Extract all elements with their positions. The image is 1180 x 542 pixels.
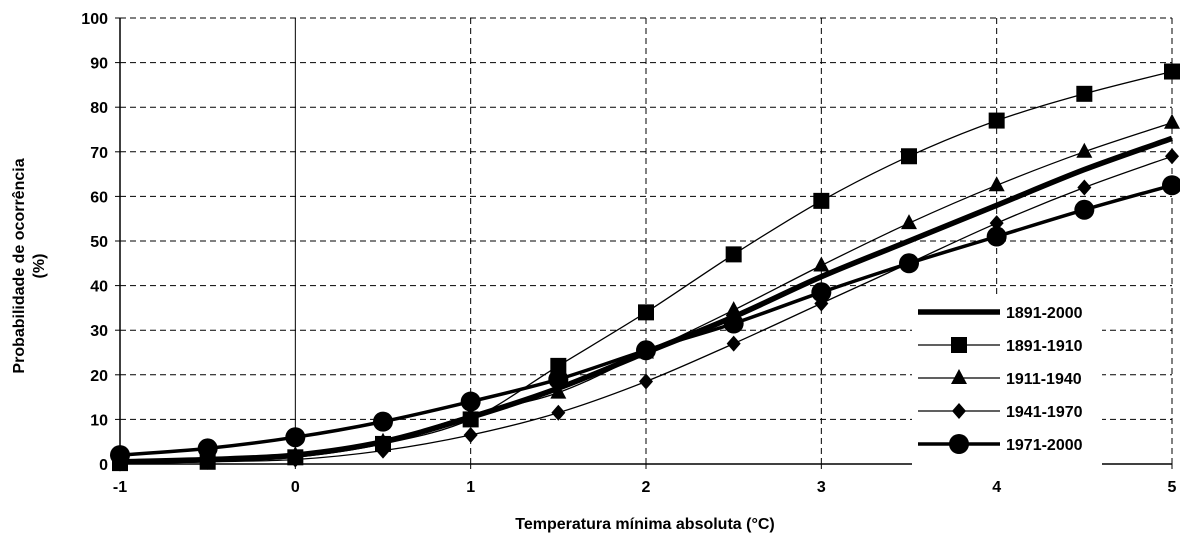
y-tick-label: 100 [81, 11, 108, 28]
data-point-1941-1970-11 [1077, 179, 1092, 196]
legend-marker-1911-1940 [951, 369, 967, 384]
y-axis-title-line-1: Probabilidade de ocorrência [11, 158, 28, 373]
y-tick-label: 0 [99, 457, 108, 474]
data-point-1941-1970-10 [989, 215, 1004, 232]
data-point-1891-1910-11 [1076, 85, 1093, 102]
y-tick-label: 80 [90, 100, 108, 117]
data-point-1971-2000-1 [197, 438, 218, 459]
x-tick-label: 2 [642, 479, 651, 496]
x-tick-label: 1 [466, 479, 475, 496]
data-point-1891-1910-8 [813, 192, 830, 209]
legend-marker-1971-2000 [949, 434, 969, 454]
data-point-1911-1940-11 [1076, 142, 1093, 158]
data-point-1971-2000-8 [811, 282, 832, 303]
data-point-1971-2000-6 [636, 340, 656, 361]
y-tick-label: 60 [90, 189, 108, 206]
data-point-1911-1940-3 [375, 432, 391, 448]
data-point-1941-1970-2 [288, 451, 303, 468]
data-point-1971-2000-12 [1162, 175, 1180, 196]
data-point-1911-1940-5 [550, 383, 567, 399]
data-point-1941-1970-6 [639, 373, 653, 390]
legend-label-1971-2000: 1971-2000 [1006, 437, 1083, 454]
data-point-1971-2000-4 [460, 391, 481, 412]
y-tick-label: 30 [90, 323, 108, 340]
data-point-1941-1970-5 [551, 404, 566, 421]
series-1941-1970 [113, 148, 1179, 472]
legend-label-1891-1910: 1891-1910 [1006, 338, 1083, 355]
data-point-1971-2000-3 [373, 411, 393, 432]
data-point-1891-1910-9 [901, 148, 917, 165]
data-point-1891-1910-10 [988, 112, 1005, 129]
series-1971-2000 [110, 175, 1180, 466]
tick-labels: 0 10 20 30 40 50 60 70 80 90 100 -1 0 1 2 3 4 5 [81, 11, 1176, 496]
data-point-1911-1940-9 [901, 214, 917, 230]
data-point-1941-1970-1 [200, 453, 215, 470]
legend-label-1941-1970: 1941-1970 [1006, 404, 1083, 421]
data-point-1911-1940-10 [988, 176, 1005, 192]
legend-marker-1941-1970 [952, 403, 966, 419]
data-point-1941-1970-4 [463, 427, 478, 444]
x-tick-label: 4 [992, 479, 1001, 496]
x-axis-title: Temperatura mínima absoluta (°C) [515, 516, 774, 533]
y-tick-label: 10 [90, 412, 108, 429]
x-tick-label: 0 [291, 479, 300, 496]
legend-label-1911-1940: 1911-1940 [1006, 371, 1082, 388]
data-point-1971-2000-11 [1074, 199, 1095, 220]
y-tick-label: 90 [90, 56, 108, 73]
data-point-1941-1970-7 [726, 335, 741, 352]
legend-background [912, 294, 1102, 470]
legend-label-1891-2000: 1891-2000 [1006, 305, 1083, 322]
data-point-1891-1910-7 [725, 246, 742, 263]
data-point-1891-1910-12 [1164, 63, 1180, 80]
data-point-1911-1940-8 [813, 256, 830, 272]
data-point-1891-1910-5 [550, 357, 567, 374]
x-tick-label: -1 [113, 479, 127, 496]
series-group [110, 63, 1180, 472]
legend-marker-1891-1910 [951, 337, 967, 353]
y-tick-label: 40 [90, 279, 108, 296]
data-point-1971-2000-10 [986, 226, 1007, 247]
legend: 1891-2000 1891-1910 1911-1940 1941-1970 1971… [912, 294, 1102, 470]
y-tick-label: 50 [90, 234, 108, 251]
x-tick-label: 5 [1168, 479, 1177, 496]
y-tick-label: 70 [90, 145, 108, 162]
data-point-1971-2000-9 [899, 253, 919, 274]
data-point-1941-1970-12 [1165, 148, 1179, 165]
y-tick-label: 20 [90, 368, 108, 385]
data-point-1971-2000-2 [285, 427, 306, 448]
data-point-1911-1940-12 [1164, 113, 1180, 129]
data-point-1941-1970-3 [376, 442, 390, 459]
data-point-1971-2000-7 [723, 313, 744, 334]
data-point-1971-2000-0 [110, 445, 130, 466]
data-point-1911-1940-4 [462, 405, 479, 421]
y-axis-title-line-2: (%) [31, 254, 48, 279]
x-tick-label: 3 [817, 479, 826, 496]
data-point-1911-1940-7 [725, 301, 742, 317]
data-point-1891-1910-6 [638, 304, 654, 321]
data-point-1971-2000-5 [548, 369, 569, 390]
